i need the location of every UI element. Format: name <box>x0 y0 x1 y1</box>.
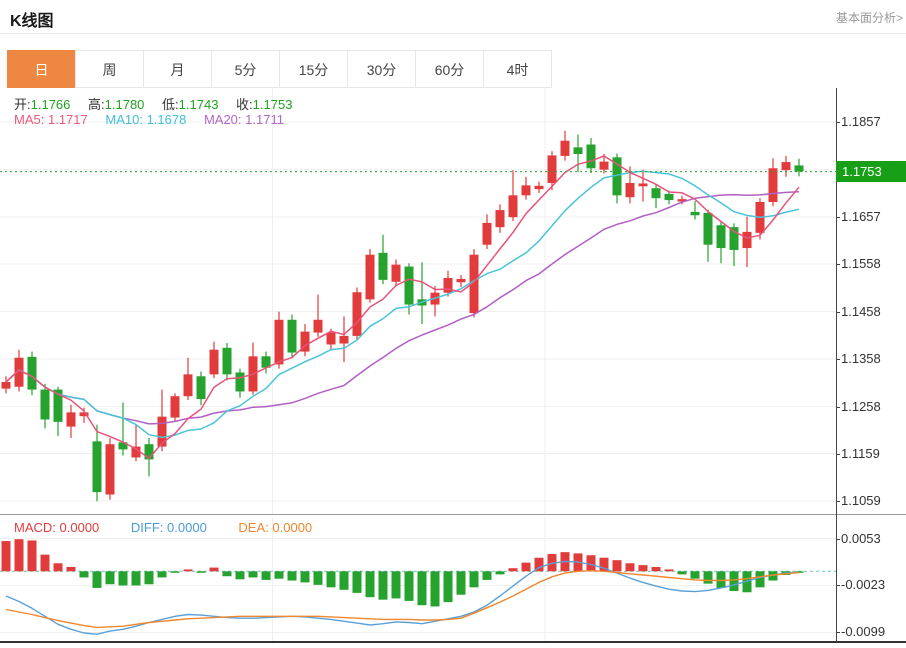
dea-line <box>5 570 800 629</box>
axis-tick <box>836 122 840 124</box>
ohlc-close-label: 收: <box>236 97 253 112</box>
axis-label: 1.1458 <box>841 303 881 319</box>
header-divider <box>0 33 906 34</box>
ohlc-high-label: 高: <box>88 97 105 112</box>
axis-label: -0.0023 <box>841 577 886 593</box>
axis-tick <box>836 501 840 503</box>
diff-value: 0.0000 <box>167 520 207 535</box>
tab-60min[interactable]: 60分 <box>415 50 484 88</box>
axis-label: 1.1558 <box>841 256 881 272</box>
macd-chart[interactable] <box>0 517 836 641</box>
tab-15min[interactable]: 15分 <box>279 50 348 88</box>
ma10-line <box>5 170 800 439</box>
main-chart[interactable] <box>0 88 836 514</box>
ma20-label: MA20: <box>203 112 242 127</box>
fundamental-analysis-link[interactable]: 基本面分析> <box>835 11 903 25</box>
dea-label: DEA: <box>238 520 269 535</box>
dea-value: 0.0000 <box>272 520 313 535</box>
ohlc-legend: 开:1.1766 高:1.1780 低:1.1743 收:1.1753 <box>14 94 292 113</box>
candles-layer <box>1 130 804 502</box>
main-grid <box>0 88 836 514</box>
bottom-border <box>0 641 906 643</box>
ma5-value: 1.1717 <box>47 112 88 127</box>
tab-30min[interactable]: 30分 <box>347 50 416 88</box>
axis-tick <box>836 453 840 455</box>
tab-day[interactable]: 日 <box>7 50 76 88</box>
tab-month[interactable]: 月 <box>143 50 212 88</box>
macd-legend: MACD: 0.0000 DIFF: 0.0000 DEA: 0.0000 <box>14 520 312 535</box>
page-title: K线图 <box>10 13 54 30</box>
macd-chart-canvas <box>0 517 836 641</box>
ohlc-low-label: 低: <box>162 97 179 112</box>
ohlc-open-value: 1.1766 <box>30 97 71 112</box>
panel-separator <box>0 514 906 515</box>
axis-tick <box>836 217 840 219</box>
ma10-value: 1.1678 <box>146 112 187 127</box>
ohlc-close-value: 1.1753 <box>252 97 293 112</box>
price-axis-line <box>836 88 837 641</box>
axis-tick <box>836 311 840 313</box>
ma5-label: MA5: <box>14 112 45 127</box>
macd-histogram <box>1 539 804 607</box>
ma-legend: MA5: 1.1717 MA10: 1.1678 MA20: 1.1711 <box>14 112 284 127</box>
axis-tick <box>836 632 840 634</box>
diff-line <box>5 560 800 635</box>
axis-label: -0.0099 <box>841 624 886 640</box>
axis-label: 1.1657 <box>841 209 881 225</box>
ma20-line <box>5 190 800 425</box>
axis-label: 1.1857 <box>841 114 881 130</box>
diff-label: DIFF: <box>130 520 164 535</box>
axis-label: 1.1059 <box>841 493 881 509</box>
current-price-value: 1.1753 <box>842 164 882 179</box>
ma5-line <box>5 155 800 460</box>
axis-label: 1.1258 <box>841 398 881 414</box>
macd-value: 0.0000 <box>59 520 100 535</box>
axis-tick <box>836 406 840 408</box>
current-price-tag: 1.1753 <box>836 161 906 182</box>
ohlc-high-value: 1.1780 <box>104 97 145 112</box>
macd-label: MACD: <box>14 520 56 535</box>
ohlc-low-value: 1.1743 <box>178 97 219 112</box>
main-chart-canvas <box>0 88 836 514</box>
ohlc-open-label: 开: <box>14 97 31 112</box>
tab-5min[interactable]: 5分 <box>211 50 280 88</box>
ma10-label: MA10: <box>105 112 143 127</box>
axis-tick <box>836 585 840 587</box>
axis-tick <box>836 264 840 266</box>
axis-label: 1.1358 <box>841 351 881 367</box>
ma20-value: 1.1711 <box>245 112 284 127</box>
axis-tick <box>836 359 840 361</box>
interval-tabbar: 日周月 5分 15分 30分 60分 4时 <box>7 50 552 88</box>
tab-week[interactable]: 周 <box>75 50 144 88</box>
axis-label: 1.1159 <box>841 445 880 461</box>
axis-label: 0.0053 <box>841 530 881 546</box>
tab-4hour[interactable]: 4时 <box>483 50 552 88</box>
axis-tick <box>836 538 840 540</box>
